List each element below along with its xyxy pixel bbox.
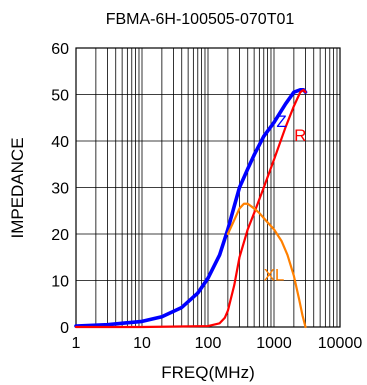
grid-lines: [76, 48, 340, 327]
y-tick-label: 60: [51, 41, 69, 58]
y-tick-label: 50: [51, 88, 69, 105]
chart-title: FBMA-6H-100505-070T01: [106, 11, 295, 28]
series-label-z: Z: [276, 112, 286, 131]
y-axis-label: IMPEDANCE: [8, 137, 27, 238]
series-line-xl: [226, 202, 307, 329]
series-line-z: [74, 88, 308, 328]
y-tick-label: 40: [51, 134, 69, 151]
y-tick-label: 10: [51, 274, 69, 291]
series-labels: ZR XL: [264, 112, 307, 284]
x-tick-label: 1000: [256, 335, 292, 352]
series-label-r: R: [294, 126, 306, 145]
series-line-r: [74, 88, 307, 329]
x-tick-label: 100: [195, 335, 222, 352]
tick-labels: 1 10 100 1000 10000 0 10 20 30 40 50 60: [51, 41, 362, 352]
y-tick-label: 20: [51, 227, 69, 244]
series-lines: [74, 88, 308, 329]
x-axis-label: FREQ(MHz): [161, 363, 254, 382]
y-tick-label: 0: [60, 320, 69, 337]
x-tick-label: 1: [72, 335, 81, 352]
y-tick-label: 30: [51, 181, 69, 198]
x-tick-label: 10: [133, 335, 151, 352]
x-tick-label: 10000: [318, 335, 363, 352]
series-label-xl: XL: [264, 266, 285, 285]
